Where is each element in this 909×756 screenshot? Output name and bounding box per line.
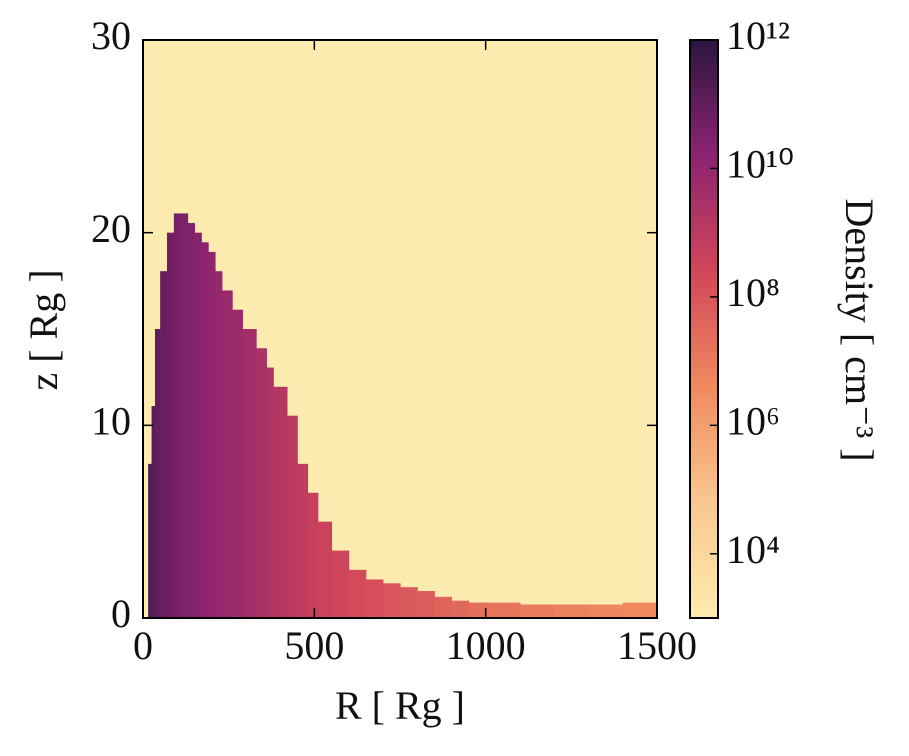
density-column	[485, 602, 521, 618]
density-column	[451, 600, 470, 618]
density-column	[151, 406, 156, 618]
density-column	[266, 367, 274, 618]
density-column	[221, 290, 233, 618]
x-tick-label: 500	[284, 623, 344, 668]
density-column	[273, 386, 288, 618]
density-column	[365, 579, 384, 618]
density-column	[307, 492, 319, 618]
density-column	[160, 271, 168, 618]
density-column	[297, 463, 309, 618]
density-column	[256, 348, 267, 618]
density-column	[382, 583, 401, 618]
colorbar-tick-label: 10¹²	[726, 13, 790, 58]
colorbar-label: Density [ cm⁻³ ]	[837, 198, 882, 461]
x-tick-label: 1500	[617, 623, 697, 668]
density-column	[180, 213, 189, 618]
colorbar-tick-label: 10⁶	[726, 399, 780, 444]
y-tick-label: 30	[91, 13, 131, 58]
density-column	[348, 569, 367, 618]
density-column	[232, 309, 243, 618]
plot-frame	[142, 39, 658, 619]
density-column	[588, 604, 624, 618]
colorbar-tick-label: 10⁸	[726, 270, 780, 315]
density-column	[154, 329, 161, 618]
density-column	[400, 587, 418, 618]
density-column	[331, 550, 350, 618]
density-column	[173, 213, 182, 618]
density-column	[214, 271, 223, 618]
x-tick-label: 1000	[446, 623, 526, 668]
density-column	[187, 223, 195, 619]
density-column	[554, 604, 590, 618]
y-axis-label: z [ Rg ]	[21, 269, 66, 390]
x-tick-label: 0	[133, 623, 153, 668]
y-tick-label: 20	[91, 206, 131, 251]
density-column	[434, 596, 452, 618]
density-column	[286, 415, 298, 618]
y-tick-label: 10	[91, 399, 131, 444]
density-column	[417, 591, 435, 618]
density-column	[468, 602, 487, 618]
density-column	[201, 242, 209, 619]
colorbar-tick-label: 10¹⁰	[726, 142, 794, 187]
density-column	[317, 521, 333, 618]
y-tick-label: 0	[111, 591, 131, 636]
colorbar	[689, 39, 719, 619]
density-column	[208, 251, 216, 618]
density-column	[148, 463, 153, 618]
density-column	[166, 232, 175, 618]
x-axis-label: R [ Rg ]	[335, 683, 465, 728]
density-column	[242, 329, 257, 618]
density-column	[194, 232, 202, 618]
density-column	[622, 602, 658, 618]
colorbar-tick-label: 10⁴	[726, 527, 780, 572]
density-column	[519, 604, 555, 618]
